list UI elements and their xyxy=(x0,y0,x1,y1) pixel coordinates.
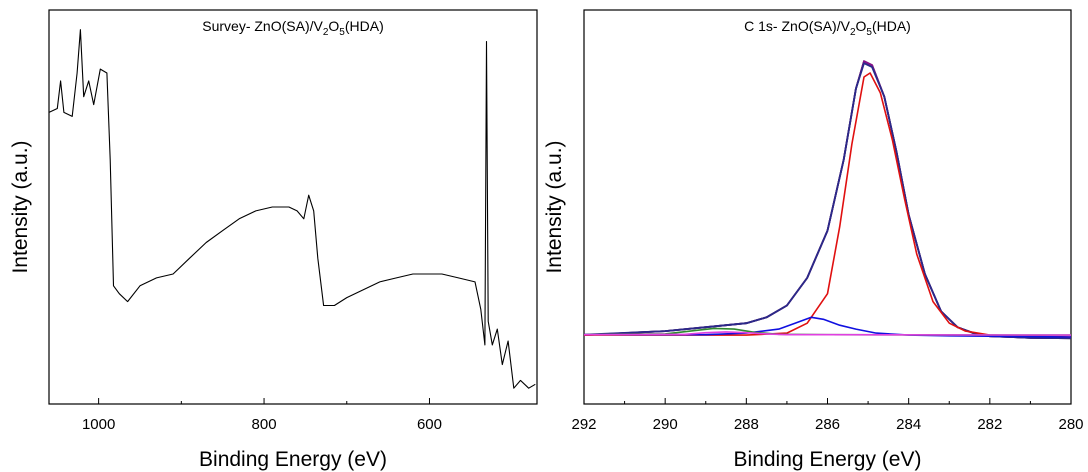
x-tick-label: 290 xyxy=(653,416,678,433)
chart-title: Survey- ZnO(SA)/V2O5(HDA) xyxy=(202,18,384,38)
series-line-0 xyxy=(583,60,1072,340)
chart-title: C 1s- ZnO(SA)/V2O5(HDA) xyxy=(744,18,911,38)
series-line-6 xyxy=(583,331,1072,336)
x-tick-label: 600 xyxy=(417,416,442,433)
series-line-0 xyxy=(48,29,536,389)
series-line-3 xyxy=(584,72,1072,338)
x-tick-label: 280 xyxy=(1058,416,1083,433)
y-axis-title: Intensity (a.u.) xyxy=(9,140,32,273)
series-line-2 xyxy=(583,62,1072,340)
x-axis-title: Binding Energy (eV) xyxy=(199,448,387,471)
x-axis-title: Binding Energy (eV) xyxy=(734,448,922,471)
plot-area-frame xyxy=(583,9,1072,405)
x-tick-label: 1000 xyxy=(82,416,115,433)
survey-chart-panel: 1000 800 600 Binding Energy (eV) Intensity (… xyxy=(9,9,538,471)
plot-area-frame xyxy=(48,9,538,405)
x-tick-label: 292 xyxy=(571,416,596,433)
x-tick-label: 288 xyxy=(734,416,759,433)
x-tick-label: 286 xyxy=(815,416,840,433)
c1s-chart-panel: 292 290 288 286 284 282 280 Binding Energy (eV)… xyxy=(543,9,1084,471)
x-tick-label: 800 xyxy=(252,416,277,433)
y-axis-title: Intensity (a.u.) xyxy=(543,140,566,273)
series-line-1 xyxy=(583,60,1072,340)
x-tick-label: 284 xyxy=(896,416,921,433)
x-tick-label: 282 xyxy=(977,416,1002,433)
